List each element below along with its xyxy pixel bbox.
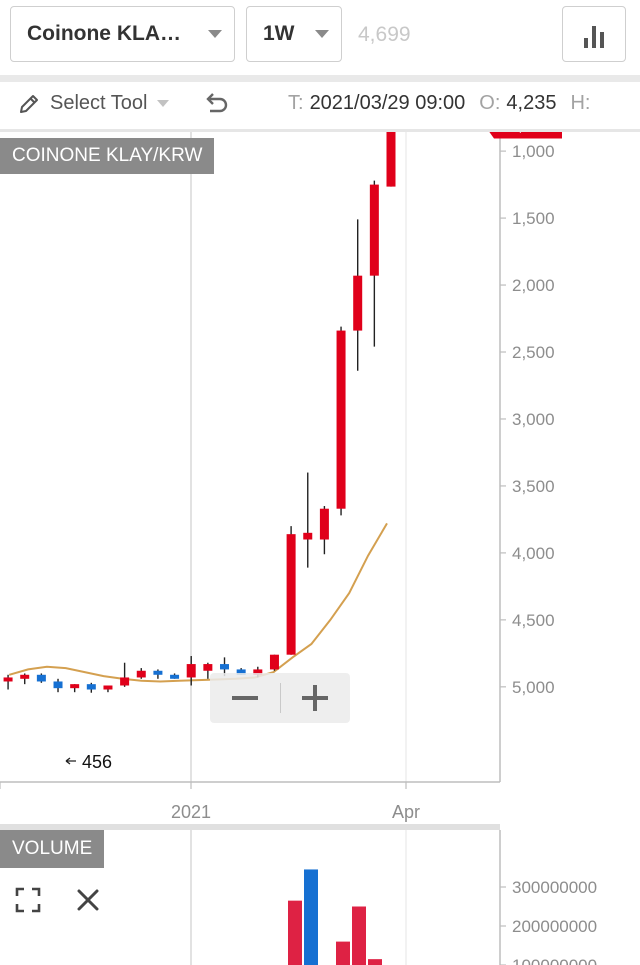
candle-body bbox=[286, 534, 296, 655]
candle-body bbox=[269, 654, 279, 670]
chart-title: COINONE KLAY/KRW bbox=[0, 138, 215, 174]
candle-body bbox=[186, 664, 196, 678]
candle-body bbox=[319, 508, 329, 540]
y-tick-label: 3,000 bbox=[512, 410, 555, 429]
candle-body bbox=[36, 674, 46, 682]
candle-body bbox=[70, 684, 80, 689]
ohlc-readout: T: 2021/03/29 09:00 O: 4,235 H: bbox=[288, 92, 590, 115]
top-toolbar: Coinone KLA… 1W 4,699 bbox=[0, 0, 640, 72]
candlestick-chart[interactable]: 5,000 4,500 4,000 3,500 3,000 2,500 2,000 1,500… bbox=[0, 132, 640, 824]
candle-body bbox=[220, 664, 230, 670]
y-tick-label: 2,500 bbox=[512, 343, 555, 362]
volume-bar bbox=[352, 906, 366, 965]
select-tool-label: Select Tool bbox=[50, 92, 148, 114]
candle-body bbox=[3, 677, 13, 682]
candle-body bbox=[103, 685, 113, 690]
minus-icon bbox=[232, 696, 258, 700]
zoom-out-button[interactable] bbox=[210, 673, 280, 723]
volume-bar bbox=[288, 900, 302, 965]
volume-tick-label: 200000000 bbox=[512, 917, 597, 936]
last-price-tag-label: 4,699 bbox=[509, 132, 552, 134]
symbol-label: Coinone KLA… bbox=[27, 22, 181, 45]
close-icon[interactable] bbox=[74, 886, 102, 914]
toolbar-divider bbox=[0, 75, 640, 82]
zoom-in-button[interactable] bbox=[280, 673, 350, 723]
time-key: T: bbox=[288, 92, 304, 114]
chart-type-button[interactable] bbox=[562, 6, 626, 62]
open-key: O: bbox=[479, 92, 501, 114]
high-key: H: bbox=[570, 92, 591, 114]
volume-bar bbox=[336, 941, 350, 965]
candle-body bbox=[236, 669, 246, 675]
y-tick-label: 3,500 bbox=[512, 477, 555, 496]
low-label: 456 bbox=[82, 752, 112, 772]
plus-icon bbox=[302, 685, 328, 711]
chevron-down-icon bbox=[208, 30, 222, 38]
candle-body bbox=[120, 677, 130, 686]
bar-chart-icon bbox=[584, 26, 604, 48]
candle-body bbox=[136, 670, 146, 678]
candle-body bbox=[20, 674, 30, 679]
candle-body bbox=[369, 184, 379, 276]
expand-icon[interactable] bbox=[14, 886, 42, 914]
candle-body bbox=[386, 132, 396, 187]
candle-body bbox=[353, 275, 363, 331]
chevron-down-icon bbox=[315, 30, 329, 38]
interval-label: 1W bbox=[263, 22, 295, 45]
zoom-separator bbox=[280, 683, 281, 713]
volume-tick-label: 300000000 bbox=[512, 878, 597, 897]
time-value: 2021/03/29 09:00 bbox=[309, 92, 466, 114]
candle-body bbox=[203, 664, 213, 671]
last-price-tag bbox=[489, 132, 562, 139]
chart-divider bbox=[0, 129, 640, 132]
candle-body bbox=[170, 674, 180, 679]
y-tick-label: 1,500 bbox=[512, 209, 555, 228]
candle-body bbox=[86, 684, 96, 690]
volume-bar bbox=[368, 959, 382, 965]
candle-body bbox=[303, 532, 313, 540]
y-tick-label: 4,000 bbox=[512, 544, 555, 563]
chart-toolbar: Select Tool T: 2021/03/29 09:00 O: 4,235 H: bbox=[0, 82, 640, 128]
candle-body bbox=[53, 681, 63, 689]
volume-bar bbox=[304, 869, 318, 965]
volume-tick-label: 100000000 bbox=[512, 956, 597, 965]
symbol-dropdown[interactable]: Coinone KLA… bbox=[10, 6, 235, 62]
y-tick-label: 4,500 bbox=[512, 611, 555, 630]
zoom-control bbox=[210, 673, 350, 723]
x-tick-label: Apr bbox=[392, 802, 420, 822]
chevron-down-icon bbox=[157, 100, 170, 107]
low-arrow bbox=[65, 757, 76, 765]
volume-title: VOLUME bbox=[0, 830, 105, 868]
interval-dropdown[interactable]: 1W bbox=[246, 6, 342, 62]
volume-chart[interactable]: 300000000 200000000 100000000 bbox=[0, 830, 640, 965]
panel-divider bbox=[0, 824, 500, 830]
x-tick-label: 2021 bbox=[171, 802, 211, 822]
candle-body bbox=[336, 330, 346, 509]
last-price: 4,699 bbox=[358, 23, 411, 46]
moving-average-line bbox=[8, 522, 388, 683]
candle-body bbox=[253, 669, 263, 675]
candle-body bbox=[153, 670, 163, 675]
y-tick-label: 5,000 bbox=[512, 678, 555, 697]
open-value: 4,235 bbox=[506, 92, 557, 114]
y-tick-label: 2,000 bbox=[512, 276, 555, 295]
undo-icon[interactable] bbox=[202, 90, 230, 118]
pencil-icon bbox=[20, 94, 38, 113]
select-tool-dropdown[interactable]: Select Tool bbox=[18, 92, 170, 115]
y-tick-label: 1,000 bbox=[512, 142, 555, 161]
